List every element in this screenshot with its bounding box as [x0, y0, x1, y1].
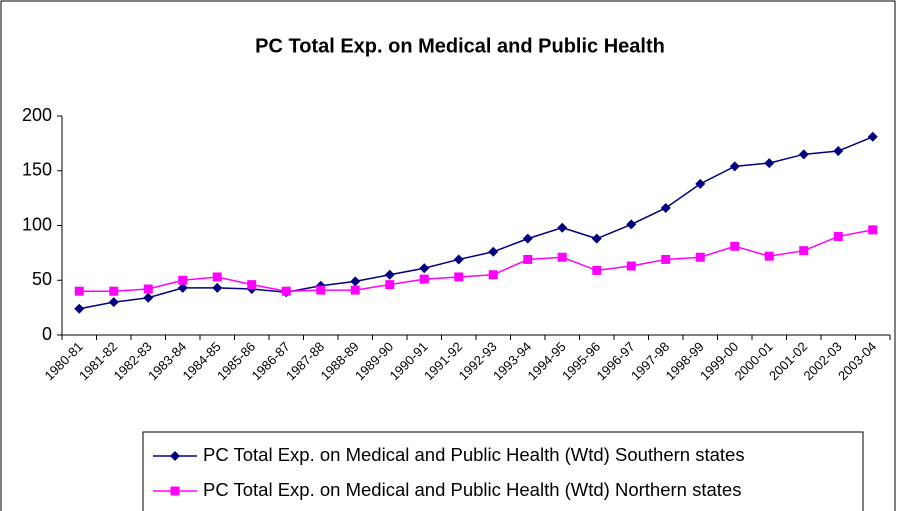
data-point [453, 254, 464, 265]
data-point [74, 286, 84, 296]
legend-label: PC Total Exp. on Medical and Public Heal… [203, 479, 741, 500]
data-point [764, 251, 774, 261]
data-point [108, 297, 119, 308]
data-point [591, 233, 602, 244]
legend-marker [170, 451, 180, 461]
legend-box [142, 431, 864, 511]
data-point [419, 274, 429, 284]
data-point [143, 284, 153, 294]
data-point [833, 231, 843, 241]
data-point [798, 149, 809, 160]
series-line [79, 136, 874, 310]
data-point [626, 219, 637, 230]
data-point [178, 275, 188, 285]
data-point [350, 285, 360, 295]
data-point [522, 233, 533, 244]
y-tick-label: 150 [22, 160, 52, 180]
data-point [868, 225, 878, 235]
y-tick-label: 50 [32, 269, 52, 289]
data-point [247, 280, 257, 290]
data-point [695, 252, 705, 262]
data-point [660, 202, 671, 213]
data-point [281, 286, 291, 296]
data-point [109, 286, 119, 296]
data-point [729, 161, 740, 172]
data-point [799, 246, 809, 256]
data-point [557, 222, 568, 233]
data-point [833, 146, 844, 157]
data-point [454, 272, 464, 282]
y-tick-label: 100 [22, 214, 52, 234]
data-point [143, 292, 154, 303]
data-point [488, 270, 498, 280]
data-point [557, 252, 567, 262]
data-point [212, 282, 223, 293]
data-point [384, 269, 395, 280]
data-point [695, 178, 706, 189]
y-tick-label: 200 [22, 105, 52, 125]
legend-marker [170, 486, 180, 496]
data-point [488, 246, 499, 257]
data-point [177, 282, 188, 293]
data-point [523, 254, 533, 264]
chart-title: PC Total Exp. on Medical and Public Heal… [255, 35, 665, 57]
y-tick-label: 0 [42, 324, 52, 344]
data-point [592, 265, 602, 275]
data-point [626, 261, 636, 271]
legend-label: PC Total Exp. on Medical and Public Heal… [203, 444, 745, 465]
data-point [350, 276, 361, 287]
data-point [316, 285, 326, 295]
series-line [79, 229, 873, 292]
data-point [764, 158, 775, 169]
data-point [385, 280, 395, 290]
data-point [730, 241, 740, 251]
data-point [419, 263, 430, 274]
data-point [867, 131, 878, 142]
data-point [212, 272, 222, 282]
data-point [661, 254, 671, 264]
data-point [74, 303, 85, 314]
